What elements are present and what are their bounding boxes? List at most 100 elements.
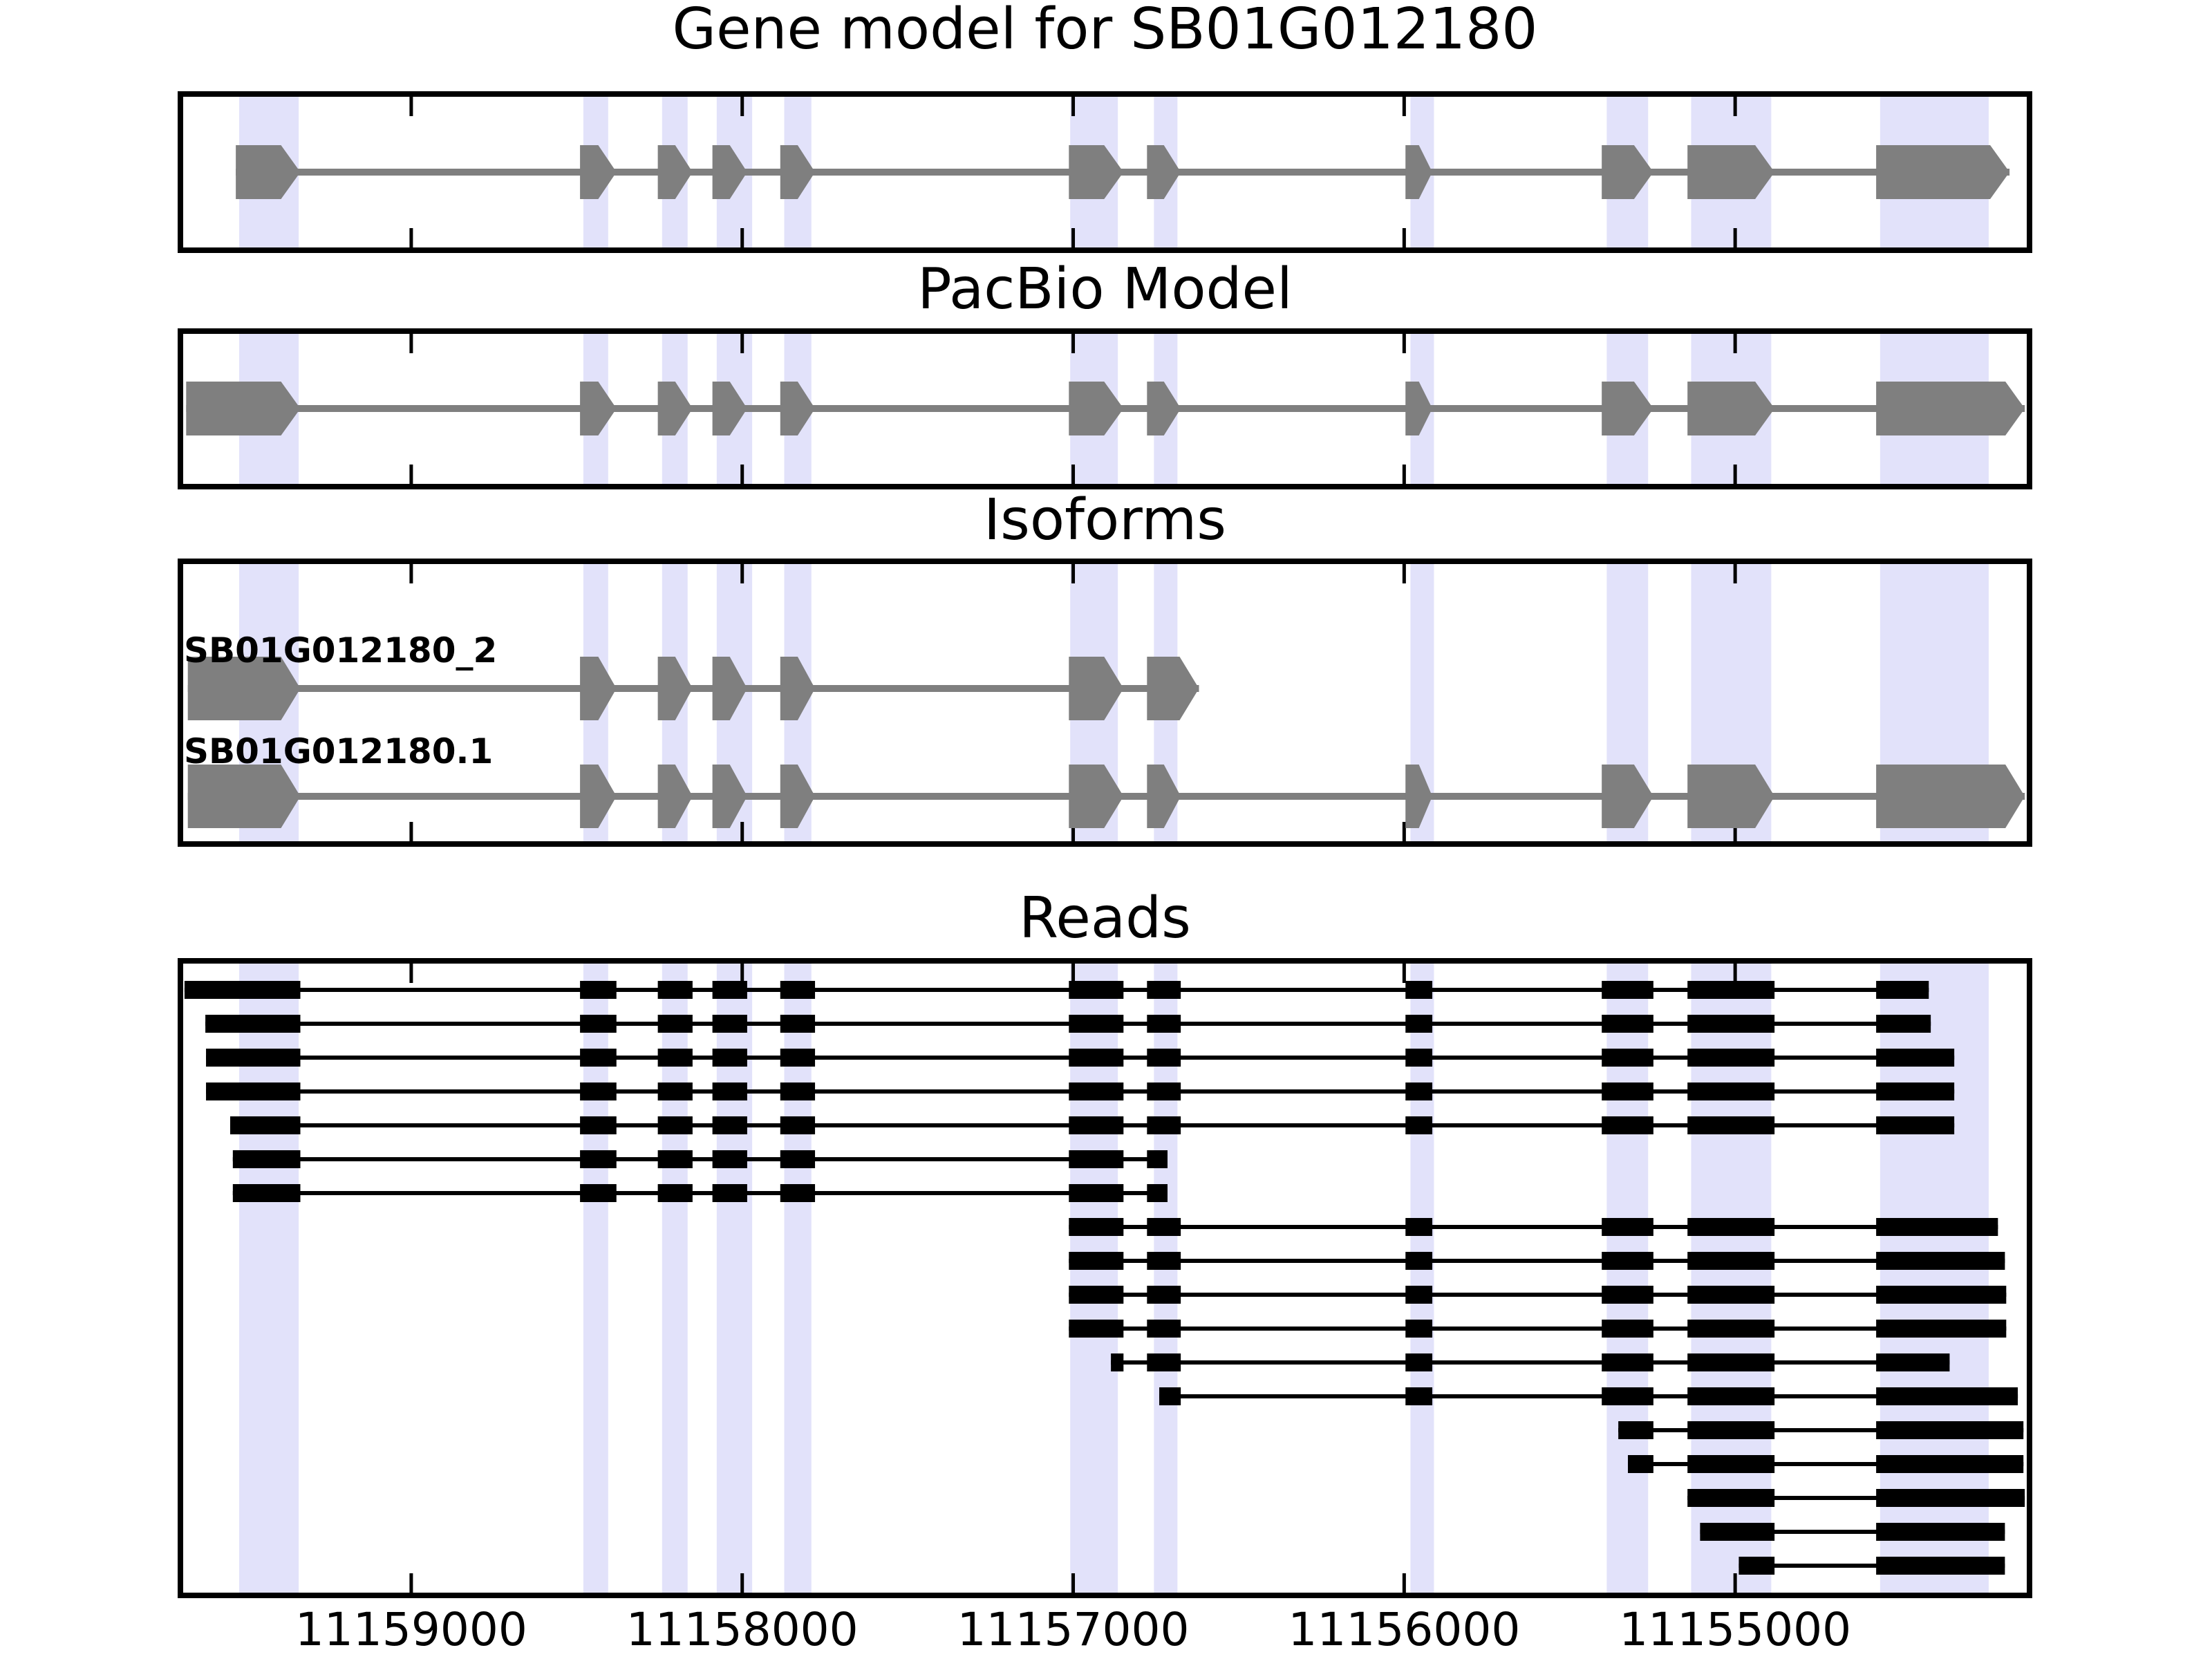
read-exon-block xyxy=(206,1082,301,1100)
read-exon-block xyxy=(1147,1218,1181,1236)
pacbio-model-title: PacBio Model xyxy=(917,256,1293,322)
read-exon-block xyxy=(1687,1387,1775,1405)
reads-plot xyxy=(184,964,2025,1593)
axis-tick-bottom xyxy=(409,1573,413,1593)
read-exon-block xyxy=(1876,1082,1955,1100)
read-exon-block xyxy=(1069,1116,1124,1134)
axis-tick-top xyxy=(1402,964,1406,983)
exon-glyph xyxy=(1602,145,1653,199)
read-exon-block xyxy=(1687,1082,1775,1100)
read-line xyxy=(1738,1564,2005,1568)
axis-tick-bottom xyxy=(1071,228,1076,247)
x-tick-label: 11156000 xyxy=(1288,1603,1521,1656)
read-exon-block xyxy=(1147,1150,1168,1168)
read-exon-block xyxy=(1687,1286,1775,1304)
read-exon-block xyxy=(780,1082,816,1100)
axis-tick-top xyxy=(1071,334,1076,353)
read-exon-block xyxy=(1687,1489,1775,1507)
read-exon-block xyxy=(1405,1252,1433,1270)
read-exon-block xyxy=(1687,1049,1775,1067)
read-exon-block xyxy=(1687,1015,1775,1033)
read-line xyxy=(1687,1496,2025,1500)
read-exon-block xyxy=(1876,1387,2018,1405)
read-exon-block xyxy=(206,1049,301,1067)
read-exon-block xyxy=(1876,1049,1955,1067)
read-exon-block xyxy=(580,1015,617,1033)
read-exon-block xyxy=(712,1150,747,1168)
read-exon-block xyxy=(1618,1421,1653,1439)
read-exon-block xyxy=(1069,1015,1124,1033)
exon-glyph xyxy=(1405,145,1433,199)
exon-glyph xyxy=(1405,382,1433,435)
read-exon-block xyxy=(657,1150,693,1168)
read-line xyxy=(1069,1259,2005,1263)
exon-glyph xyxy=(1405,765,1433,828)
read-line xyxy=(1159,1394,2018,1398)
read-exon-block xyxy=(1405,1286,1433,1304)
read-exon-block xyxy=(1687,1218,1775,1236)
gene-model-title: Gene model for SB01G012180 xyxy=(672,0,1538,62)
isoforms-title: Isoforms xyxy=(984,487,1226,553)
read-exon-block xyxy=(1147,1184,1168,1202)
axis-tick-bottom xyxy=(1402,1573,1406,1593)
axis-tick-bottom xyxy=(1071,465,1076,484)
exon-glyph xyxy=(657,657,693,720)
axis-tick-top xyxy=(409,964,413,983)
reads-panel xyxy=(178,958,2032,1598)
exon-highlight-band xyxy=(1154,964,1178,1593)
exon-glyph xyxy=(780,657,816,720)
read-exon-block xyxy=(780,1150,816,1168)
read-exon-block xyxy=(1147,1353,1181,1371)
read-exon-block xyxy=(1602,1218,1653,1236)
read-exon-block xyxy=(1147,1320,1181,1338)
read-exon-block xyxy=(1876,1218,1998,1236)
read-exon-block xyxy=(657,1015,693,1033)
read-exon-block xyxy=(1405,1320,1433,1338)
exon-glyph xyxy=(580,382,617,435)
exon-glyph xyxy=(1147,145,1181,199)
read-exon-block xyxy=(1159,1387,1181,1405)
read-exon-block xyxy=(184,981,301,999)
read-exon-block xyxy=(1700,1523,1775,1541)
exon-glyph xyxy=(1876,145,2010,199)
axis-tick-top xyxy=(1402,334,1406,353)
read-exon-block xyxy=(1602,1015,1653,1033)
read-exon-block xyxy=(657,981,693,999)
read-exon-block xyxy=(1069,981,1124,999)
read-exon-block xyxy=(712,1082,747,1100)
read-exon-block xyxy=(1147,1116,1181,1134)
exon-glyph xyxy=(657,145,693,199)
axis-tick-bottom xyxy=(409,822,413,841)
read-exon-block xyxy=(780,1184,816,1202)
read-exon-block xyxy=(1147,1252,1181,1270)
exon-glyph xyxy=(1876,382,2025,435)
read-exon-block xyxy=(1876,981,1929,999)
reads-title: Reads xyxy=(1019,885,1191,951)
read-exon-block xyxy=(1069,1252,1124,1270)
read-exon-block xyxy=(1876,1523,2005,1541)
read-exon-block xyxy=(1687,1455,1775,1473)
read-exon-block xyxy=(229,1116,301,1134)
read-line xyxy=(1628,1462,2024,1466)
axis-tick-bottom xyxy=(1402,822,1406,841)
read-exon-block xyxy=(580,1082,617,1100)
read-exon-block xyxy=(1602,1320,1653,1338)
read-line xyxy=(1700,1530,2005,1534)
exon-highlight-band xyxy=(662,964,688,1593)
read-exon-block xyxy=(712,1015,747,1033)
exon-glyph xyxy=(236,145,301,199)
exon-highlight-band xyxy=(1070,964,1118,1593)
axis-tick-top xyxy=(740,334,744,353)
axis-tick-top xyxy=(1071,97,1076,116)
axis-tick-top xyxy=(1402,564,1406,583)
read-exon-block xyxy=(580,1150,617,1168)
exon-glyph xyxy=(1602,765,1653,828)
read-line xyxy=(232,1157,1168,1161)
read-exon-block xyxy=(1405,1353,1433,1371)
axis-tick-bottom xyxy=(1402,228,1406,247)
read-exon-block xyxy=(1687,981,1775,999)
read-line xyxy=(232,1191,1168,1195)
read-exon-block xyxy=(1876,1320,2007,1338)
x-tick-label: 11158000 xyxy=(626,1603,859,1656)
exon-glyph xyxy=(780,765,816,828)
